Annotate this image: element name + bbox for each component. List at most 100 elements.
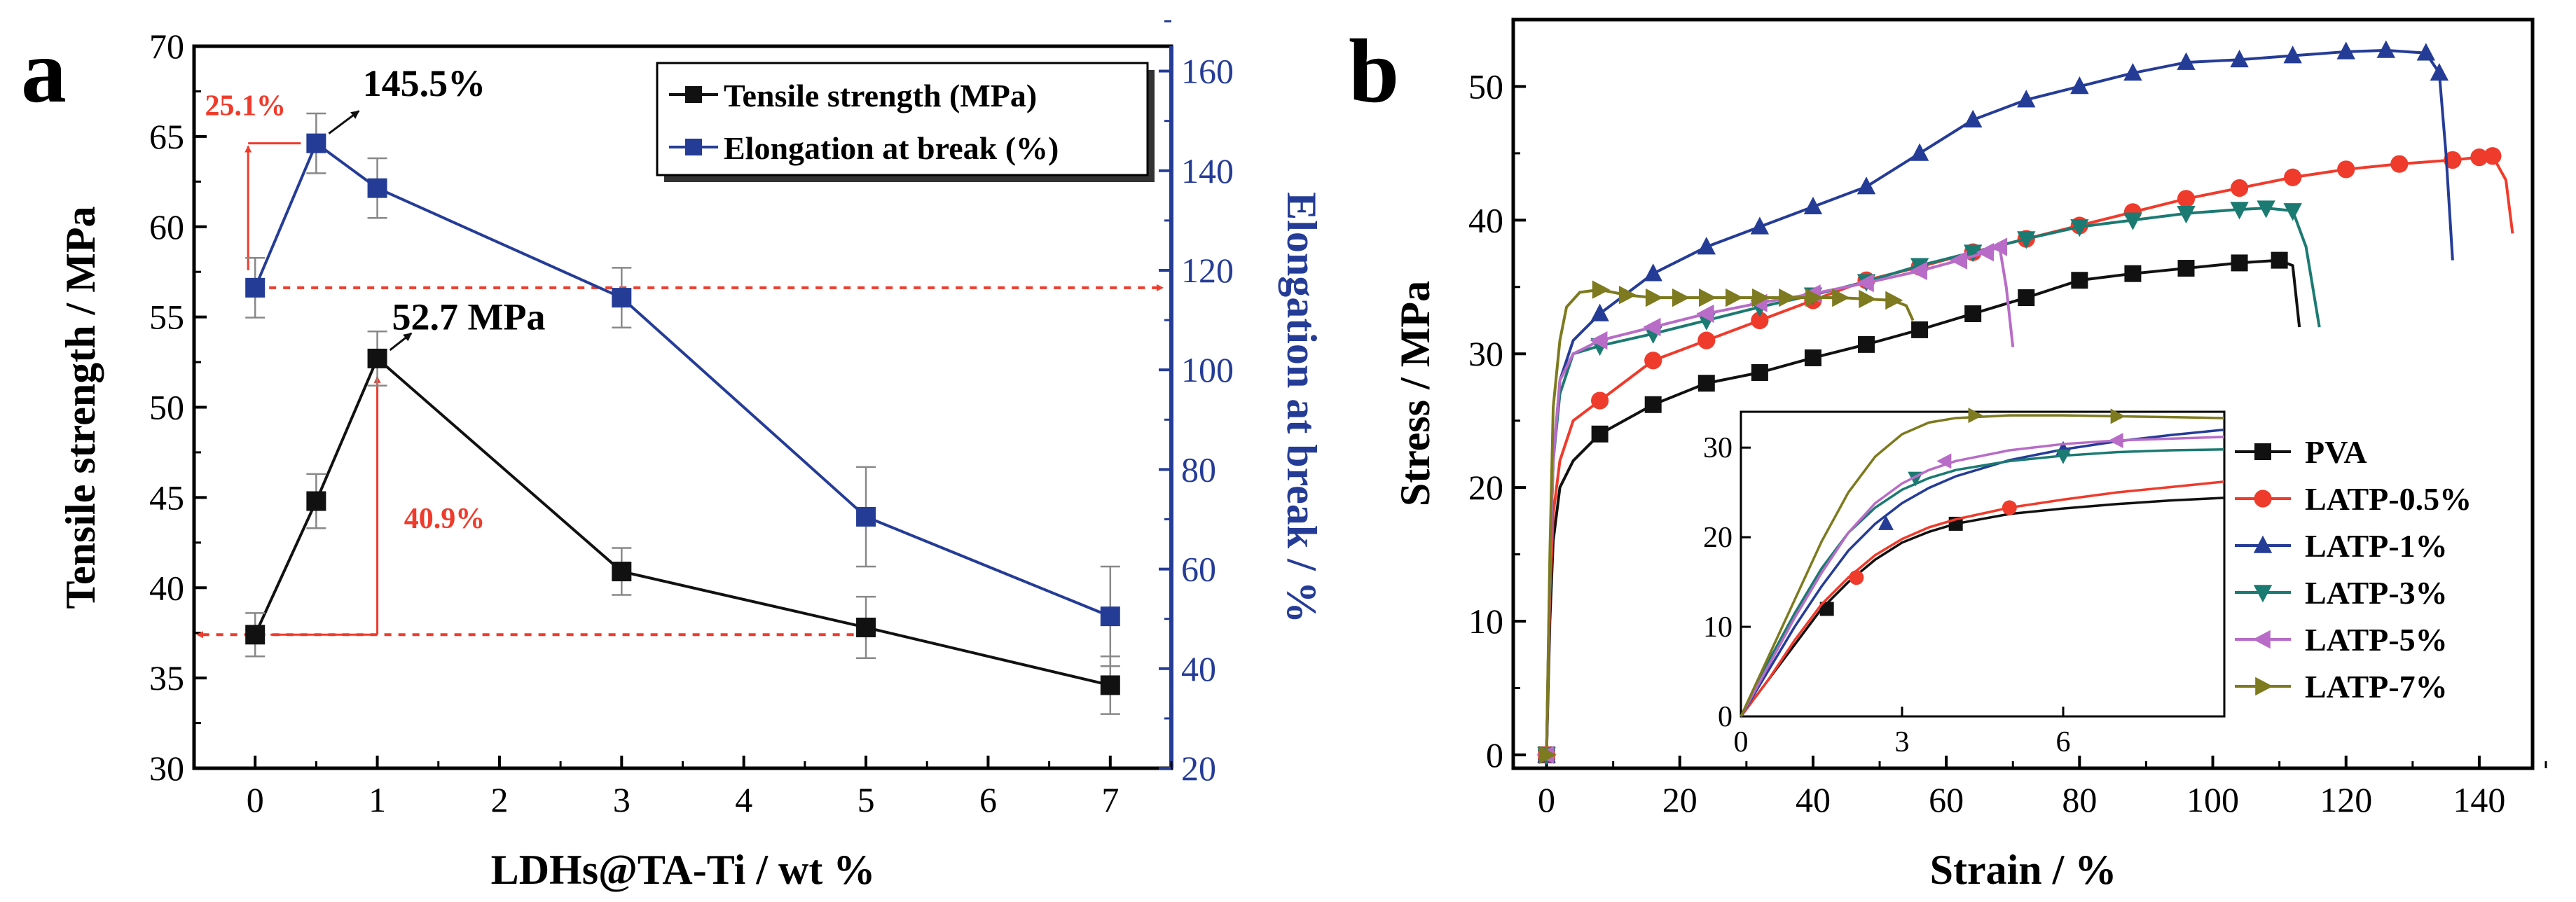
b-y-tick-label: 20	[1468, 468, 1503, 507]
b-x-tick-label: 120	[2320, 780, 2372, 819]
b-data-point	[2071, 272, 2088, 289]
b-series-line	[1545, 207, 2321, 755]
inset-data-point	[1968, 408, 1983, 424]
b-data-point	[1697, 331, 1716, 349]
b-x-tick-label: 80	[2062, 780, 2097, 819]
a-y-tick-label: 45	[149, 478, 184, 517]
b-y-tick-label: 50	[1468, 67, 1503, 106]
b-data-point	[2484, 147, 2502, 165]
inset-data-point	[1936, 453, 1952, 469]
legend-a-label-tensile: Tensile strength (MPa)	[724, 78, 1037, 113]
b-data-point	[1644, 352, 1662, 370]
b-data-point	[1804, 349, 1821, 366]
inset-x-ticks: 0 3 6	[1734, 707, 2071, 758]
legend-a-marker-tensile	[685, 86, 702, 103]
panel-b-series	[1536, 40, 2514, 765]
a-series-line	[254, 141, 1111, 618]
panel-b-legend: PVA LATP-0.5% LATP-1% LATP-3% LATP-5% LATP-7%	[2235, 434, 2472, 705]
a-series-0	[245, 330, 1120, 715]
b-data-point	[1672, 288, 1690, 307]
b-data-point	[2070, 219, 2089, 237]
inset-series-line	[1740, 428, 2225, 717]
a-x-tick-label: 3	[613, 780, 631, 819]
legend-b-label: LATP-5%	[2305, 622, 2448, 658]
b-series-0	[1538, 251, 2301, 763]
panel-a-y2-axis-label: Elongation at break / %	[1279, 192, 1325, 623]
b-y-tick-label: 0	[1486, 735, 1503, 775]
legend-b-marker	[2253, 585, 2273, 603]
legend-b-marker	[2254, 443, 2271, 460]
a-data-point	[856, 617, 876, 637]
legend-a-marker-elong	[685, 139, 702, 155]
b-data-point	[2271, 251, 2288, 269]
b-data-point	[2123, 212, 2142, 230]
b-data-point	[2177, 205, 2196, 224]
b-data-point	[1963, 244, 1983, 263]
a-elong-increase-label: 25.1%	[205, 90, 286, 123]
b-x-tick-label: 140	[2453, 780, 2505, 819]
inset-y-tick-label: 0	[1718, 701, 1733, 733]
legend-b-marker	[2255, 676, 2273, 696]
a-data-point	[367, 178, 387, 198]
inset-series-line	[1740, 497, 2225, 718]
b-data-point	[2177, 190, 2196, 208]
b-data-point	[1751, 311, 1769, 330]
b-data-point	[1697, 375, 1715, 392]
b-data-point	[1911, 321, 1929, 338]
a-x-tick-label: 4	[735, 780, 752, 819]
panel-b-y-ticks: 0 10 20 30 40 50	[1468, 18, 1526, 775]
b-data-point	[1909, 261, 1927, 281]
a-series-line	[254, 356, 1111, 687]
legend-b-label: LATP-1%	[2305, 528, 2448, 564]
b-data-point	[1696, 304, 1714, 324]
panel-a-annotations: 25.1% 40.9% 145.5% 52.7 MPa	[196, 62, 1164, 639]
inset-series-5	[1740, 408, 2225, 717]
a-data-point	[245, 625, 266, 645]
inset-x-tick-label: 6	[2056, 726, 2071, 758]
b-data-point	[1857, 176, 1876, 195]
a-x-tick-label: 1	[369, 780, 386, 819]
a-y-tick-label: 40	[149, 568, 184, 607]
b-data-point	[1976, 242, 1994, 262]
inset-x-tick-label: 3	[1895, 726, 1910, 758]
a-data-point	[306, 133, 326, 153]
inset-data-point	[2110, 408, 2126, 424]
b-data-point	[1591, 425, 1609, 443]
legend-b-label: LATP-7%	[2305, 669, 2448, 705]
panel-b-frame	[1511, 18, 2535, 770]
b-y-tick-label: 40	[1468, 200, 1503, 240]
a-x-tick-label: 7	[1101, 780, 1119, 819]
b-data-point	[1752, 288, 1770, 307]
legend-b-marker	[2254, 490, 2272, 508]
b-data-point	[2230, 179, 2249, 197]
a-callout-arrow-elong	[328, 110, 360, 134]
a-data-point	[612, 288, 632, 308]
a-data-point	[245, 277, 266, 298]
inset-series-1	[1740, 480, 2225, 718]
b-data-point	[1859, 289, 1877, 309]
inset-data-point	[2108, 432, 2123, 448]
panel-a-x-axis-label: LDHs@TA-Ti / wt %	[491, 847, 876, 893]
a-y2-tick-label: 40	[1181, 649, 1216, 688]
panel-a-legend: Tensile strength (MPa) Elongation at bre…	[656, 62, 1155, 182]
b-data-point	[1949, 251, 1967, 270]
a-data-point	[856, 506, 876, 527]
inset-data-point	[2002, 500, 2017, 515]
legend-b-label: PVA	[2305, 434, 2367, 470]
b-data-point	[2390, 155, 2409, 173]
b-data-point	[1779, 288, 1797, 307]
inset-y-tick-label: 30	[1703, 432, 1733, 464]
b-data-point	[1856, 273, 1874, 293]
a-x-tick-label: 0	[247, 780, 264, 819]
b-data-point	[2283, 203, 2302, 221]
b-data-point	[2070, 76, 2089, 95]
a-y2-tick-label: 80	[1181, 450, 1216, 489]
a-series-1	[245, 112, 1120, 667]
b-data-point	[2123, 62, 2142, 81]
inset-series-4	[1740, 432, 2225, 717]
b-data-point	[1885, 291, 1903, 310]
inset-data-point	[1849, 570, 1864, 585]
b-data-point	[1751, 363, 1768, 381]
panel-a-y-ticks: 30 35 40 45 50 55 60 65 70	[149, 27, 207, 788]
b-data-point	[2230, 49, 2249, 68]
